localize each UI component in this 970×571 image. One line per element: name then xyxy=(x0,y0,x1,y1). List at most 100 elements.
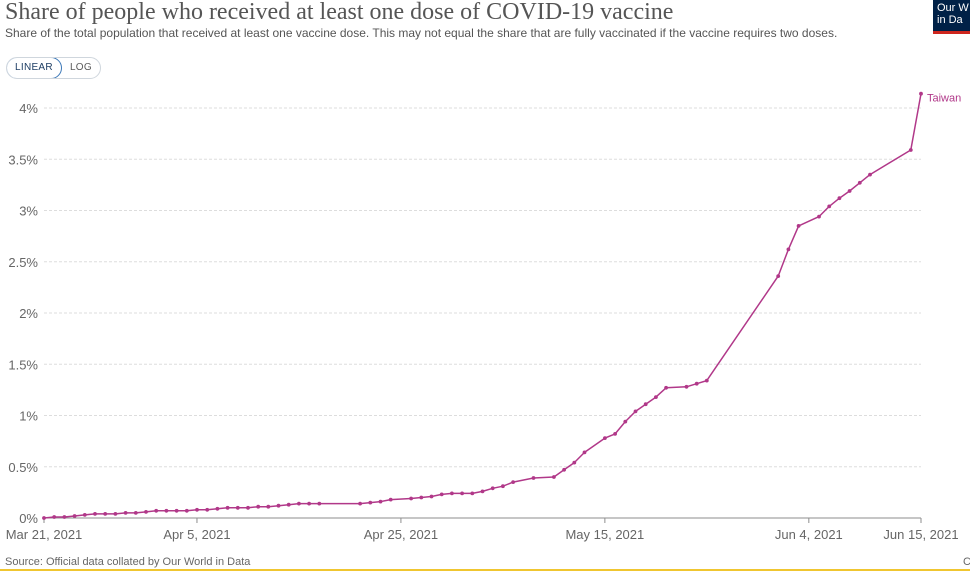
data-point xyxy=(164,508,169,513)
y-tick-label: 1.5% xyxy=(8,357,38,372)
data-point xyxy=(460,491,464,496)
data-point xyxy=(93,512,97,516)
source-note: Source: Official data collated by Our Wo… xyxy=(5,556,251,568)
data-point xyxy=(480,489,485,494)
data-point xyxy=(205,507,210,512)
data-point xyxy=(857,180,862,185)
data-point xyxy=(919,91,923,96)
data-point xyxy=(144,510,148,514)
data-point xyxy=(511,480,515,484)
data-point xyxy=(633,409,638,414)
y-tick-label: 3% xyxy=(19,204,38,219)
x-tick-label: Apr 25, 2021 xyxy=(364,527,438,542)
x-tick-label: May 15, 2021 xyxy=(565,527,644,542)
data-point xyxy=(613,432,617,436)
data-point xyxy=(368,500,373,505)
data-point xyxy=(827,204,832,209)
series-layer: Taiwan xyxy=(42,91,961,520)
y-tick-label: 0.5% xyxy=(8,460,38,475)
chart-title: Share of people who received at least on… xyxy=(5,0,674,25)
owid-logo[interactable]: Our W in Da xyxy=(933,0,970,34)
y-tick-label: 1% xyxy=(19,409,38,424)
data-point xyxy=(908,148,913,152)
series-line xyxy=(43,93,922,519)
data-point xyxy=(623,419,628,424)
data-point xyxy=(225,505,230,510)
x-tick-label: Apr 5, 2021 xyxy=(163,527,230,542)
y-tick-label: 2.5% xyxy=(8,255,38,270)
data-point xyxy=(103,512,108,516)
data-point xyxy=(694,381,699,386)
data-point xyxy=(786,247,791,252)
linear-scale-button[interactable]: LINEAR xyxy=(6,58,62,78)
x-tick-label: Jun 4, 2021 xyxy=(775,527,843,542)
data-point xyxy=(439,492,444,497)
log-scale-button[interactable]: LOG xyxy=(69,62,92,73)
data-point xyxy=(276,503,281,508)
data-point xyxy=(837,196,842,201)
logo-text: Our W in Da xyxy=(937,2,969,26)
data-point xyxy=(817,214,821,219)
data-point xyxy=(317,501,322,506)
chart-subtitle: Share of the total population that recei… xyxy=(5,26,838,40)
x-axis-labels: Mar 21, 2021 Apr 5, 2021 Apr 25, 2021 May 1… xyxy=(6,527,959,542)
data-point xyxy=(195,507,199,512)
data-point xyxy=(307,501,311,506)
data-point xyxy=(235,505,240,510)
data-point xyxy=(684,384,689,389)
data-point xyxy=(297,501,301,506)
data-point xyxy=(419,495,424,500)
data-point xyxy=(286,502,291,507)
cut-off-link-text[interactable]: C xyxy=(963,556,970,568)
data-point xyxy=(868,172,872,177)
data-point xyxy=(796,224,801,228)
data-point xyxy=(531,476,536,480)
data-point xyxy=(847,189,852,193)
grid-lines xyxy=(43,107,922,523)
data-point xyxy=(552,475,556,479)
data-point xyxy=(501,484,505,489)
data-point xyxy=(246,505,250,510)
data-point xyxy=(470,491,475,496)
data-point xyxy=(133,511,138,515)
data-point xyxy=(215,506,220,511)
data-point xyxy=(358,501,362,506)
data-point xyxy=(378,499,383,504)
x-tick-label: Jun 15, 2021 xyxy=(883,527,958,542)
y-tick-label: 4% xyxy=(19,101,38,116)
data-point xyxy=(450,491,454,496)
data-point xyxy=(572,460,577,465)
data-point xyxy=(388,497,393,502)
data-point xyxy=(52,515,57,519)
series-label: Taiwan xyxy=(927,93,961,105)
y-axis-labels: 0% 0.5% 1% 1.5% 2% 2.5% 3% 3.5% 4% xyxy=(8,101,38,526)
data-point xyxy=(266,504,271,509)
footer-rule xyxy=(0,569,970,571)
data-point xyxy=(256,504,261,509)
logo-accent-bar xyxy=(933,31,970,34)
data-point xyxy=(184,508,189,513)
data-point xyxy=(123,511,128,515)
x-tick-label: Mar 21, 2021 xyxy=(6,527,83,542)
data-point xyxy=(562,467,566,472)
data-point xyxy=(643,402,648,407)
data-point xyxy=(72,514,77,518)
scale-toggle: LINEAR LOG xyxy=(6,57,101,79)
data-point xyxy=(776,274,781,278)
data-point xyxy=(42,516,46,520)
data-point xyxy=(490,486,495,491)
data-point xyxy=(174,508,179,513)
data-point xyxy=(603,436,607,440)
data-point xyxy=(409,496,413,501)
data-point xyxy=(664,385,668,390)
y-tick-label: 2% xyxy=(19,306,38,321)
data-point xyxy=(154,508,159,513)
data-point xyxy=(429,494,434,499)
y-tick-label: 3.5% xyxy=(8,152,38,167)
data-point xyxy=(62,515,67,519)
data-point xyxy=(654,395,658,399)
data-point xyxy=(113,512,118,516)
data-point xyxy=(82,513,87,517)
data-point xyxy=(704,378,709,383)
